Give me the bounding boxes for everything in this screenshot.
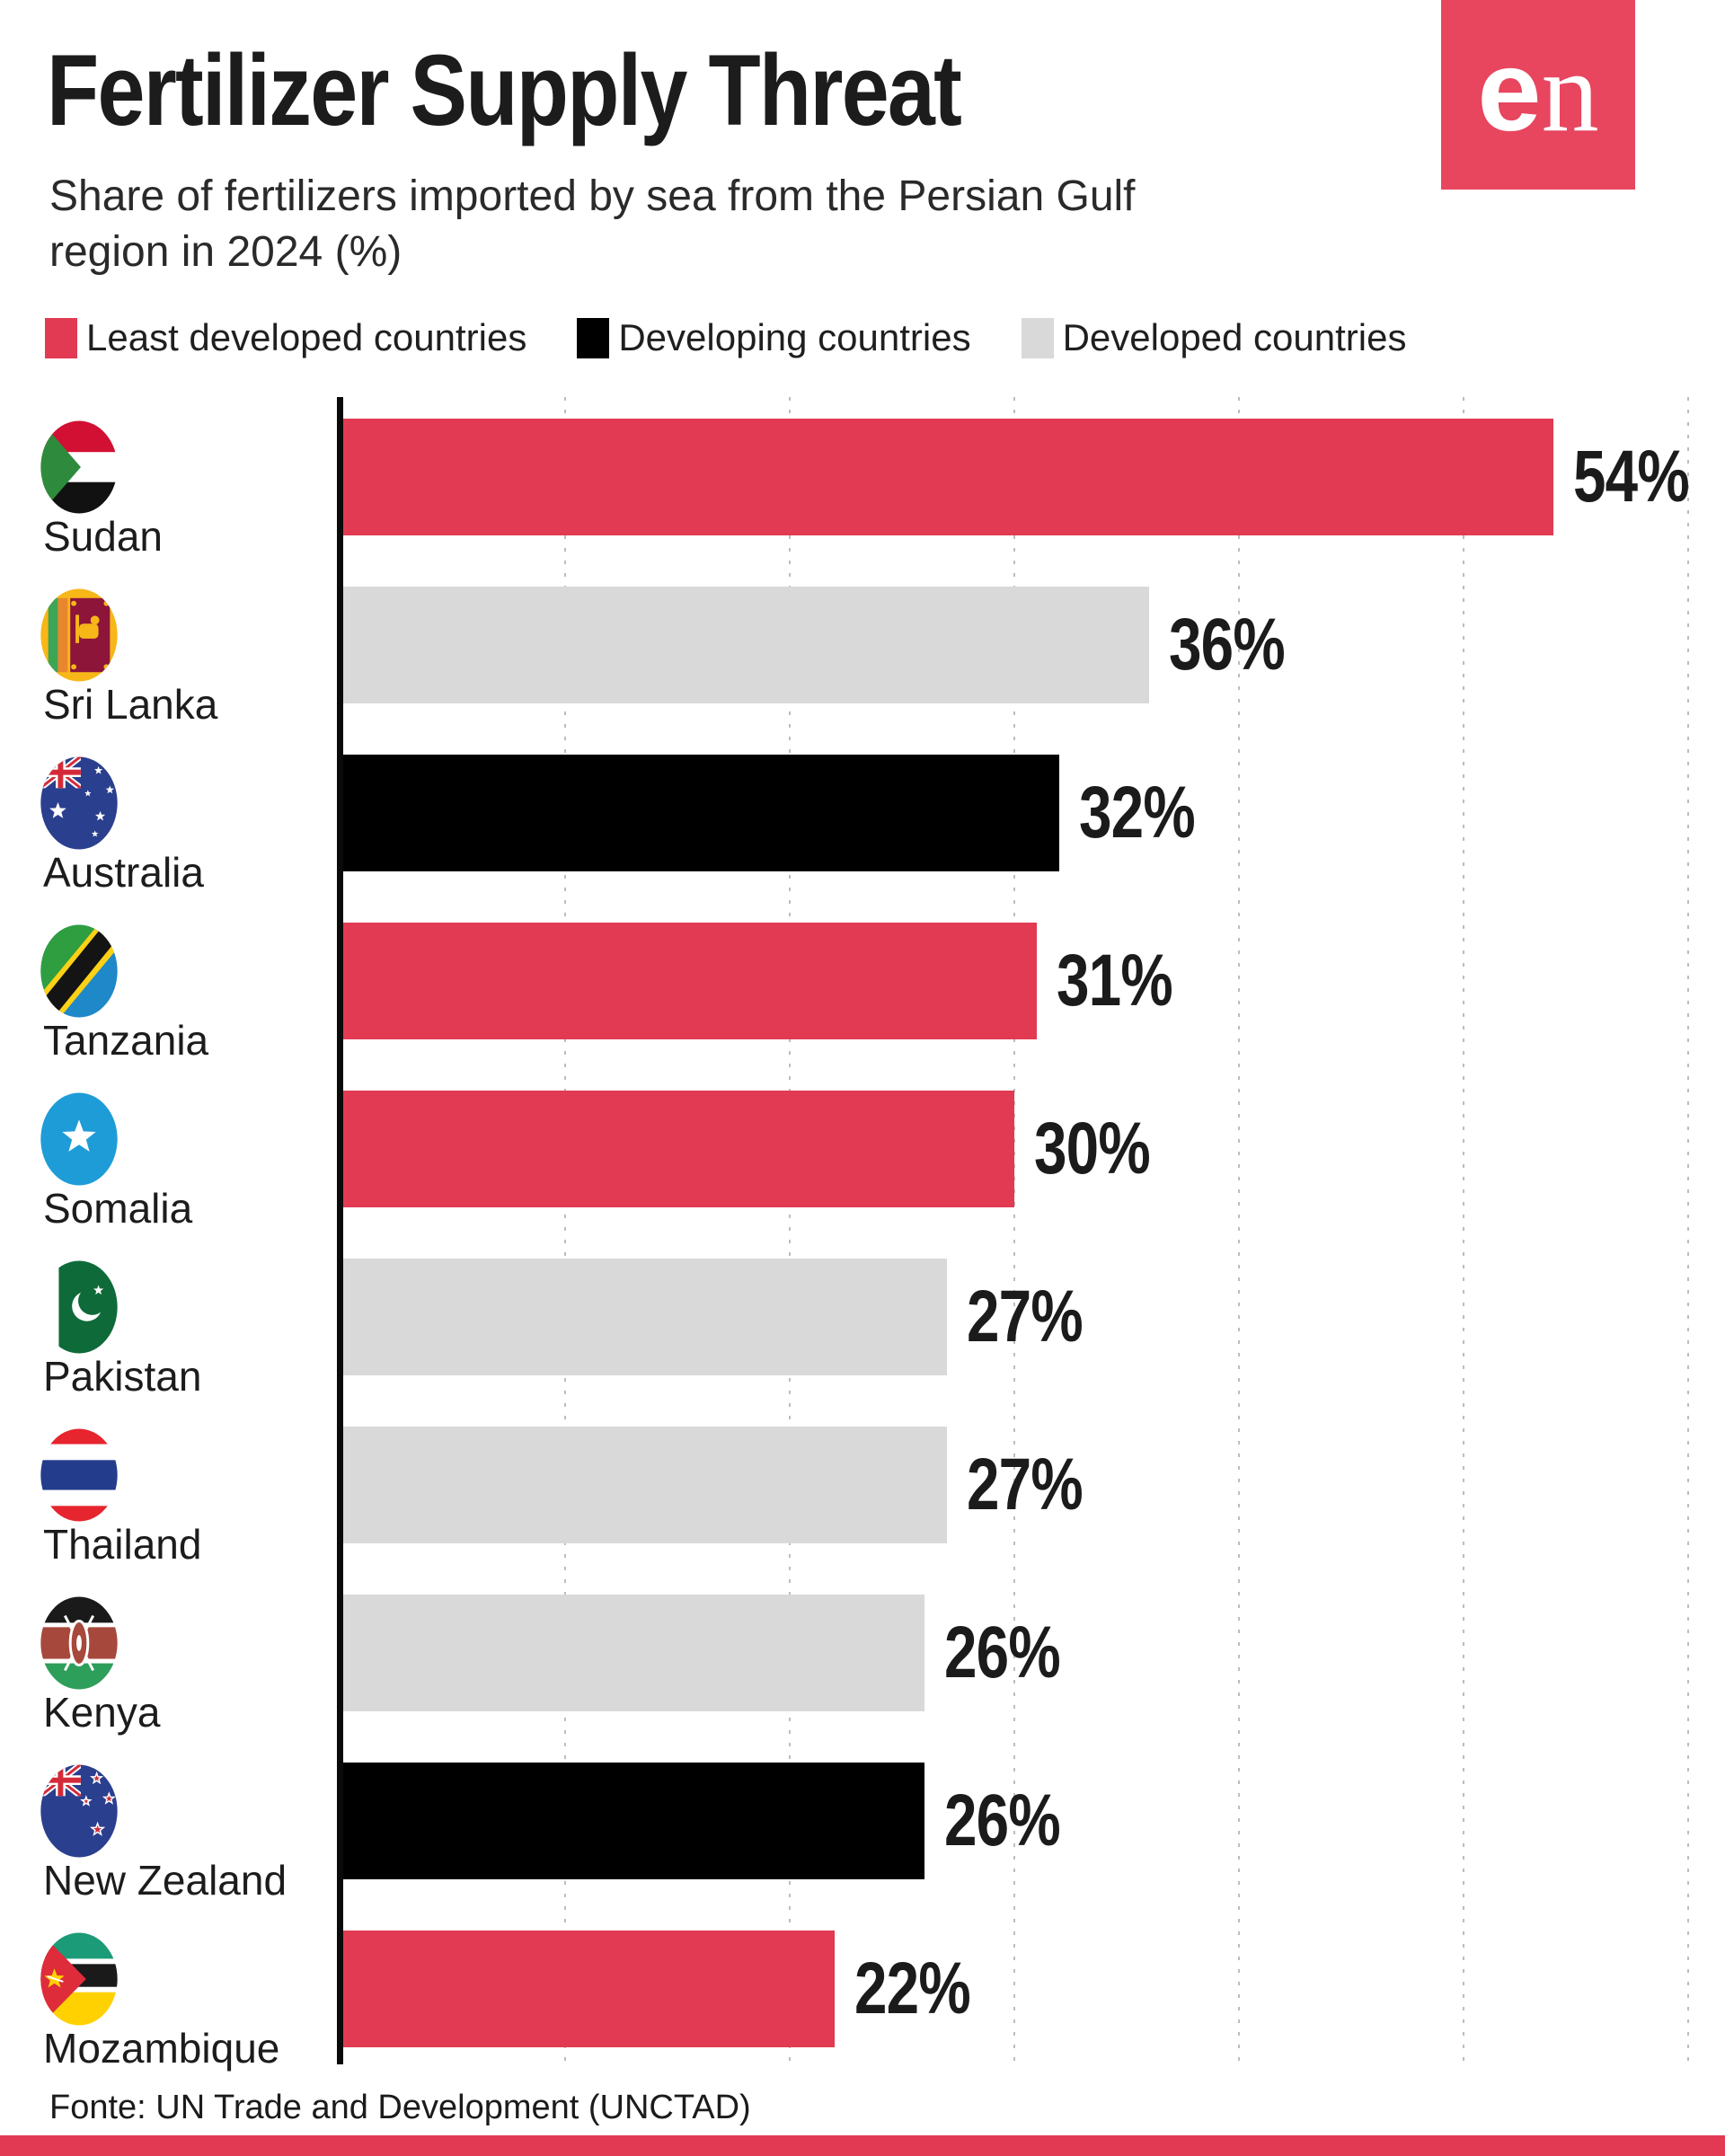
legend-item-developed: Developed countries xyxy=(1021,316,1407,359)
country-label-kenya: Kenya xyxy=(43,1689,161,1736)
gridline-30pct xyxy=(1013,397,1015,2064)
somalia-flag-icon xyxy=(40,1092,119,1186)
y-axis-line xyxy=(337,397,343,2064)
australia-flag-icon xyxy=(40,756,119,850)
sudan-flag-icon xyxy=(40,420,119,514)
value-label-sudan: 54% xyxy=(1573,436,1690,517)
country-label-new-zealand: New Zealand xyxy=(43,1857,288,1904)
country-label-mozambique: Mozambique xyxy=(43,2025,280,2072)
source-note: Fonte: UN Trade and Development (UNCTAD) xyxy=(49,2089,751,2126)
country-label-sudan: Sudan xyxy=(43,513,164,560)
legend-swatch-least_developed xyxy=(45,317,77,358)
country-label-tanzania: Tanzania xyxy=(43,1017,209,1064)
country-label-australia: Australia xyxy=(43,849,204,896)
value-label-sri-lanka: 36% xyxy=(1169,604,1286,685)
value-label-somalia: 30% xyxy=(1034,1108,1151,1189)
legend-item-developing: Developing countries xyxy=(577,316,971,359)
logo-letter-n: n xyxy=(1541,28,1599,155)
value-label-kenya: 26% xyxy=(944,1612,1061,1693)
mozambique-flag-icon xyxy=(40,1932,119,2026)
country-label-pakistan: Pakistan xyxy=(43,1353,202,1400)
value-label-pakistan: 27% xyxy=(967,1276,1084,1357)
bar-tanzania xyxy=(342,923,1037,1039)
tanzania-flag-icon xyxy=(40,924,119,1018)
value-label-new-zealand: 26% xyxy=(944,1780,1061,1861)
country-label-thailand: Thailand xyxy=(43,1521,202,1568)
country-label-somalia: Somalia xyxy=(43,1185,193,1232)
bar-australia xyxy=(342,755,1059,871)
country-label-sri-lanka: Sri Lanka xyxy=(43,681,218,728)
bar-pakistan xyxy=(342,1259,947,1375)
bar-somalia xyxy=(342,1091,1014,1207)
subtitle-line-2: region in 2024 (%) xyxy=(49,228,402,276)
gridline-20pct xyxy=(789,397,791,2064)
page-subtitle: Share of fertilizers imported by sea fro… xyxy=(49,169,1136,280)
value-label-mozambique: 22% xyxy=(854,1948,971,2029)
kenya-flag-icon xyxy=(40,1596,119,1690)
sri-lanka-flag-icon xyxy=(40,588,119,682)
value-label-australia: 32% xyxy=(1079,772,1196,853)
legend-swatch-developing xyxy=(577,317,610,358)
thailand-flag-icon xyxy=(40,1428,119,1522)
legend-item-least_developed: Least developed countries xyxy=(45,316,526,359)
legend-swatch-developed xyxy=(1021,317,1054,358)
gridline-50pct xyxy=(1463,397,1464,2064)
gridline-60pct xyxy=(1687,397,1689,2064)
legend-label-developed: Developed countries xyxy=(1062,316,1407,358)
pakistan-flag-icon xyxy=(40,1260,119,1354)
bar-thailand xyxy=(342,1427,947,1543)
logo-letter-e: e xyxy=(1477,27,1542,155)
legend-label-developing: Developing countries xyxy=(618,316,971,358)
bar-kenya xyxy=(342,1595,924,1711)
bar-sri-lanka xyxy=(342,587,1149,703)
page-title: Fertilizer Supply Threat xyxy=(47,34,962,146)
bar-mozambique xyxy=(342,1931,835,2047)
legend-label-least_developed: Least developed countries xyxy=(86,316,527,358)
new-zealand-flag-icon xyxy=(40,1764,119,1858)
gridline-40pct xyxy=(1238,397,1240,2064)
value-label-tanzania: 31% xyxy=(1057,940,1173,1021)
subtitle-line-1: Share of fertilizers imported by sea fro… xyxy=(49,172,1136,220)
gridline-10pct xyxy=(564,397,566,2064)
value-label-thailand: 27% xyxy=(967,1444,1084,1525)
bottom-accent-strip xyxy=(0,2135,1725,2156)
bar-new-zealand xyxy=(342,1763,924,1879)
chart-legend: Least developed countries Developing coun… xyxy=(45,316,1456,359)
bar-sudan xyxy=(342,419,1553,535)
